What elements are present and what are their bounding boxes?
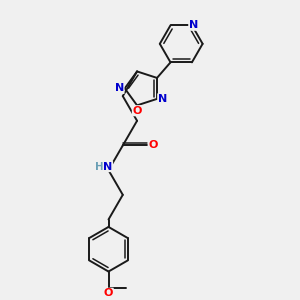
Text: N: N xyxy=(158,94,167,104)
Text: H: H xyxy=(95,162,104,172)
Text: O: O xyxy=(148,140,158,150)
Text: O: O xyxy=(132,106,142,116)
Text: O: O xyxy=(104,288,113,298)
Text: N: N xyxy=(115,83,124,93)
Text: N: N xyxy=(189,20,198,30)
Text: N: N xyxy=(103,162,112,172)
